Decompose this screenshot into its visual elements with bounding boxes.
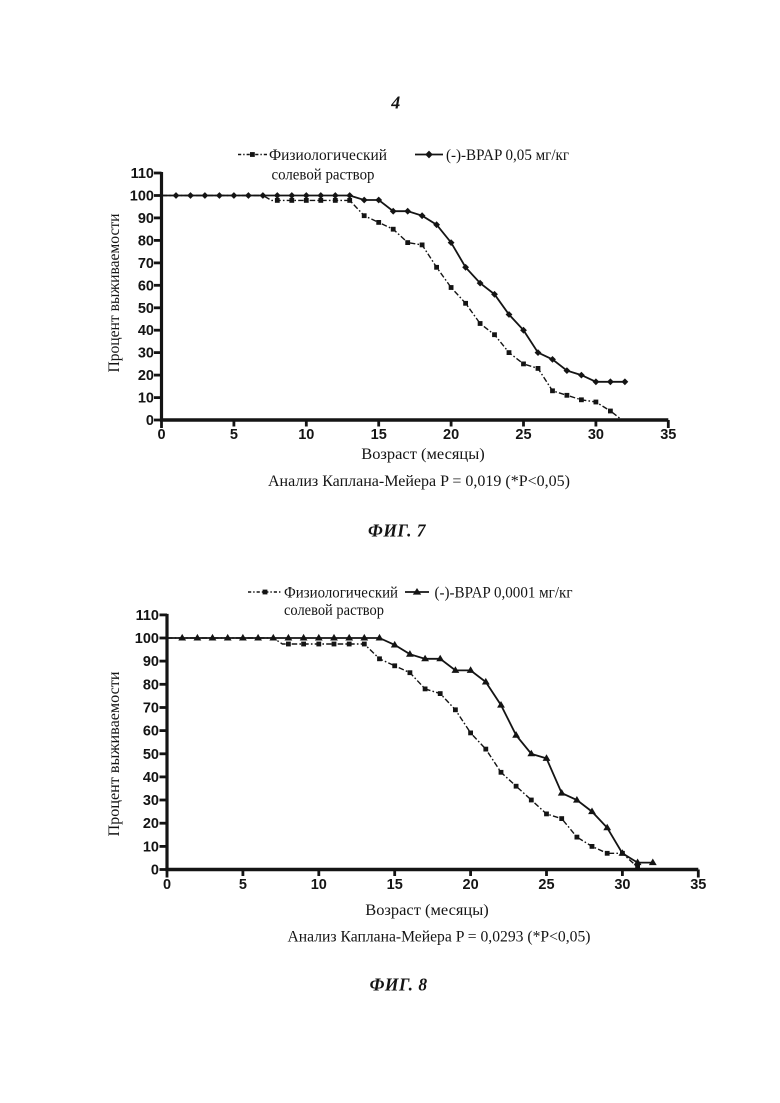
svg-text:10: 10 [138,391,154,407]
svg-text:0: 0 [163,877,171,893]
svg-text:30: 30 [143,793,159,809]
svg-text:100: 100 [135,631,159,647]
svg-text:Возраст (месяцы): Возраст (месяцы) [365,902,489,919]
svg-text:20: 20 [463,877,479,893]
svg-text:30: 30 [138,346,154,362]
svg-text:70: 70 [143,701,159,717]
svg-text:90: 90 [138,211,154,227]
svg-text:100: 100 [130,189,154,205]
svg-text:15: 15 [387,877,403,893]
svg-text:солевой раствор: солевой раствор [284,602,384,619]
svg-text:70: 70 [138,256,154,272]
svg-text:60: 60 [138,278,154,294]
svg-text:30: 30 [614,877,630,893]
svg-text:5: 5 [239,877,247,893]
svg-text:80: 80 [138,233,154,249]
svg-text:40: 40 [138,323,154,339]
svg-text:20: 20 [443,427,459,443]
svg-text:50: 50 [138,301,154,317]
svg-text:80: 80 [143,677,159,693]
svg-text:Процент выживаемости: Процент выживаемости [106,671,123,836]
svg-text:0: 0 [151,863,159,879]
svg-text:110: 110 [131,166,154,182]
svg-text:ФИГ. 7: ФИГ. 7 [368,521,426,541]
svg-text:15: 15 [371,427,387,443]
svg-text:30: 30 [588,427,604,443]
svg-text:60: 60 [143,724,159,740]
svg-text:5: 5 [230,427,238,443]
svg-text:Возраст (месяцы): Возраст (месяцы) [361,446,485,463]
svg-text:4: 4 [390,93,401,113]
svg-text:10: 10 [298,427,314,443]
svg-text:0: 0 [157,427,165,443]
svg-text:Анализ Каплана-Мейера P = 0,02: Анализ Каплана-Мейера P = 0,0293 (*P<0,0… [288,929,591,946]
svg-text:ФИГ. 8: ФИГ. 8 [370,975,428,995]
svg-text:Физиологический: Физиологический [269,147,387,164]
svg-text:(-)-BPAP 0,0001 мг/кг: (-)-BPAP 0,0001 мг/кг [435,585,573,602]
svg-text:10: 10 [143,839,159,855]
svg-text:10: 10 [311,877,327,893]
svg-text:40: 40 [143,770,159,786]
svg-text:110: 110 [136,608,159,624]
svg-text:Процент выживаемости: Процент выживаемости [106,213,123,372]
svg-text:20: 20 [143,816,159,832]
svg-text:20: 20 [138,368,154,384]
svg-text:35: 35 [660,427,676,443]
svg-text:Анализ Каплана-Мейера P = 0,01: Анализ Каплана-Мейера P = 0,019 (*P<0,05… [268,473,570,490]
svg-text:солевой раствор: солевой раствор [272,167,375,184]
svg-text:Физиологический: Физиологический [284,585,398,602]
svg-text:90: 90 [143,654,159,670]
svg-text:0: 0 [146,413,154,429]
svg-text:25: 25 [538,877,554,893]
svg-text:(-)-BPAP 0,05 мг/кг: (-)-BPAP 0,05 мг/кг [446,147,569,164]
svg-text:35: 35 [690,877,706,893]
svg-text:25: 25 [515,427,531,443]
svg-text:50: 50 [143,747,159,763]
